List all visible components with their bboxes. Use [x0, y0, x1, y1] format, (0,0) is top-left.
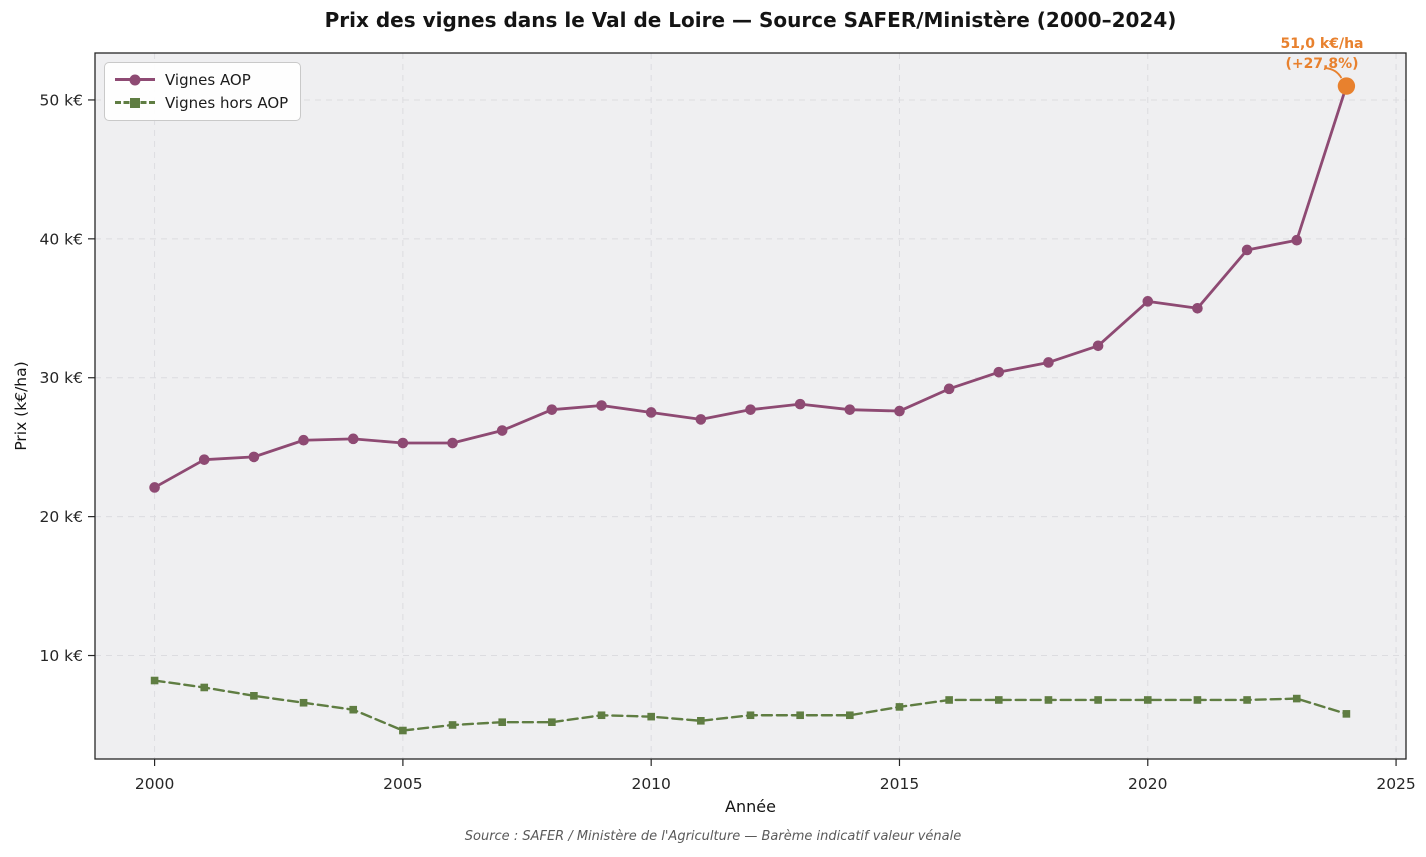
hors-aop-legend-marker [130, 98, 140, 109]
x-tick-label: 2020 [1128, 775, 1167, 793]
x-tick-label: 2005 [383, 775, 422, 793]
data-point [447, 437, 458, 449]
data-point [248, 451, 260, 463]
tick-marks [88, 99, 1397, 766]
tick-labels: 2000 2005 2010 2015 2020 2025 10 k€ 20 k€ 30 k€ 4… [40, 91, 1416, 793]
aop-legend-marker [129, 74, 141, 86]
data-point [945, 696, 953, 704]
legend-item-vignes-hors-aop: Vignes hors AOP [115, 94, 290, 112]
data-point [697, 717, 705, 725]
legend-item-vignes-aop: Vignes AOP [115, 71, 290, 89]
y-tick-label: 50 k€ [40, 91, 84, 109]
data-point [349, 705, 358, 714]
data-point [1092, 340, 1104, 352]
annotation-value: 51,0 k€/ha [1280, 36, 1364, 52]
data-point [347, 433, 359, 445]
hors-aop-dashed-square-icon [115, 96, 155, 110]
data-point [894, 405, 905, 417]
y-tick-label: 30 k€ [40, 369, 84, 387]
data-point [397, 437, 409, 449]
y-tick-label: 40 k€ [40, 230, 84, 248]
data-point [1043, 357, 1054, 368]
data-point [1192, 302, 1203, 314]
data-point [448, 721, 457, 729]
axes-spines [94, 52, 1407, 760]
x-tick-label: 2015 [880, 775, 919, 793]
y-axis-title: Prix (k€/ha) [12, 361, 30, 451]
data-point [746, 711, 755, 720]
data-point [1044, 696, 1053, 704]
x-tick-label: 2000 [135, 775, 174, 793]
data-point [1292, 694, 1301, 703]
data-point [1143, 696, 1152, 704]
data-point [994, 696, 1003, 704]
series-markers-hors-aop [150, 676, 1351, 735]
annotation-arrow [1325, 67, 1343, 79]
source-note: Source : SAFER / Ministère de l'Agricult… [464, 829, 962, 844]
data-point [1142, 296, 1154, 307]
x-tick-label: 2010 [631, 775, 670, 793]
data-point [1193, 696, 1202, 704]
legend-label-vignes-aop: Vignes AOP [165, 70, 251, 89]
data-point [695, 414, 707, 425]
peak-annotation: 51,0 k€/ha (+27,8%) [1237, 35, 1407, 74]
data-point [548, 718, 556, 726]
data-point [645, 407, 657, 418]
aop-line-circle-icon [115, 73, 155, 87]
data-point [150, 676, 159, 685]
data-point [993, 366, 1005, 378]
data-point [846, 711, 854, 720]
data-point [198, 454, 210, 465]
data-point [399, 726, 407, 735]
data-point [498, 718, 507, 726]
data-point [647, 712, 655, 721]
annotation-percent: (+27,8%) [1285, 55, 1359, 72]
chart-title: Prix des vignes dans le Val de Loire — S… [324, 8, 1177, 32]
data-point [250, 692, 258, 700]
data-point [298, 434, 309, 446]
data-point [794, 398, 806, 410]
x-tick-label: 2025 [1376, 775, 1415, 793]
data-point [1243, 696, 1251, 704]
data-point [895, 703, 904, 711]
highlight-point-2024 [1337, 77, 1356, 95]
x-axis-title: Année [725, 797, 776, 816]
data-point [200, 683, 209, 692]
data-point [1241, 244, 1253, 256]
data-point [496, 425, 508, 436]
data-point [943, 383, 955, 395]
legend-label-vignes-hors-aop: Vignes hors AOP [165, 94, 289, 113]
data-point [597, 711, 606, 720]
data-point [844, 404, 856, 415]
data-point [299, 698, 308, 707]
data-point [1094, 696, 1102, 704]
y-tick-label: 20 k€ [40, 508, 84, 526]
data-point [546, 404, 558, 415]
data-point [1342, 710, 1351, 718]
data-point [796, 711, 804, 720]
y-tick-label: 10 k€ [40, 647, 84, 665]
data-point [1291, 234, 1303, 246]
data-point [149, 482, 160, 493]
data-point [596, 400, 607, 411]
data-point [745, 404, 756, 415]
legend: Vignes AOP Vignes hors AOP [104, 62, 301, 121]
